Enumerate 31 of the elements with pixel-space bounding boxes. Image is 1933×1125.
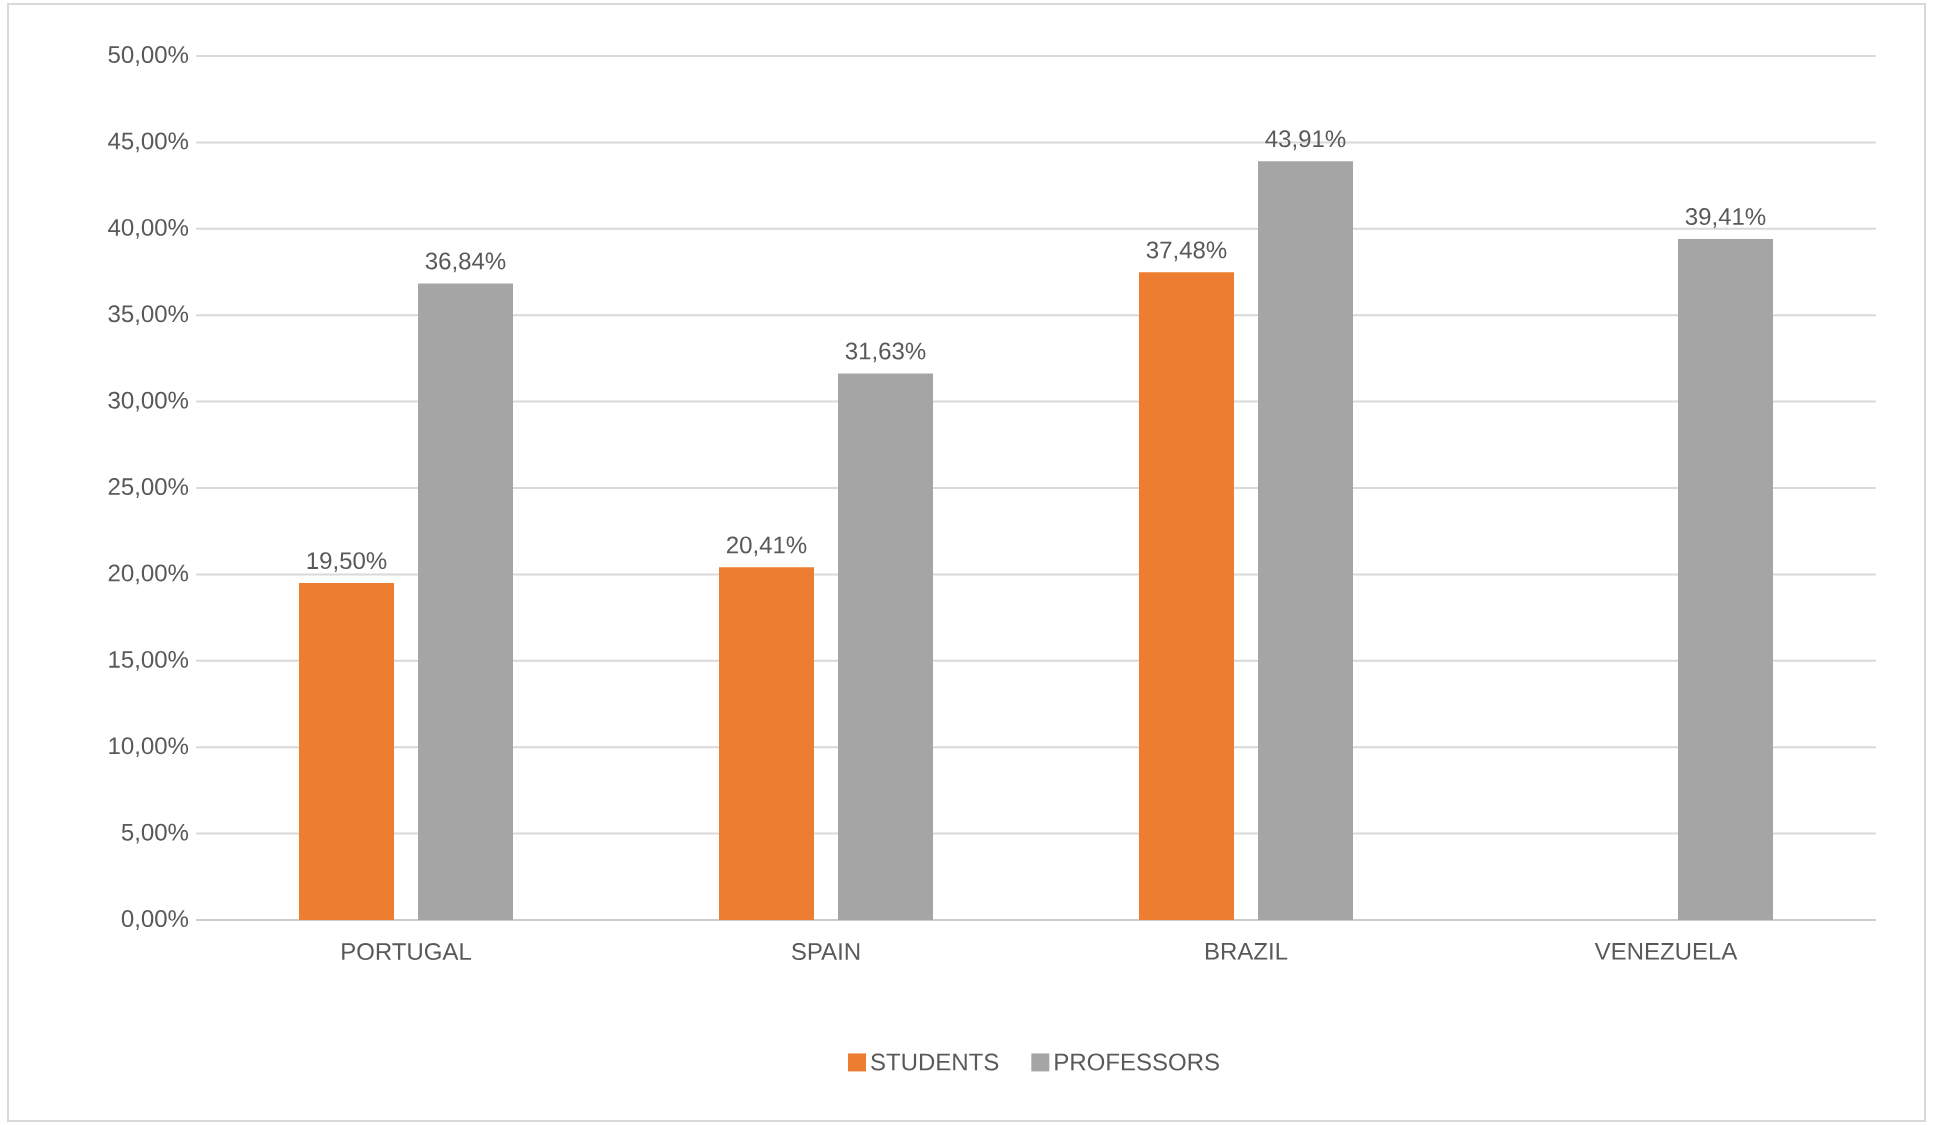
data-label: 20,41%: [727, 536, 807, 557]
bar: [418, 283, 513, 920]
data-label: 31,63%: [845, 342, 926, 363]
data-label: 37,48%: [1146, 241, 1227, 262]
x-tick-label: SPAIN: [791, 943, 860, 961]
y-tick-label: 40,00%: [108, 218, 189, 239]
legend-label: PROFESSORS: [1055, 1053, 1219, 1071]
x-tick-label: PORTUGAL: [342, 943, 471, 961]
y-tick-label: 5,00%: [121, 823, 189, 844]
y-tick-label: 10,00%: [109, 737, 189, 758]
bar: [1139, 272, 1235, 920]
y-tick-label: 45,00%: [108, 132, 189, 153]
data-label: 36,84%: [425, 252, 506, 273]
y-tick-label: 25,00%: [108, 478, 189, 498]
bar: [838, 373, 934, 920]
bar: [719, 567, 814, 920]
y-tick-label: 20,00%: [108, 564, 189, 585]
data-label: 19,50%: [307, 552, 387, 572]
y-tick-label: 30,00%: [108, 391, 189, 412]
bar: [1258, 161, 1354, 920]
bar: [299, 583, 394, 920]
y-tick-label: 15,00%: [109, 650, 189, 671]
data-label: 39,41%: [1685, 208, 1766, 228]
x-tick-label: BRAZIL: [1205, 943, 1288, 960]
bar: [1678, 238, 1774, 920]
data-label: 43,91%: [1265, 130, 1346, 151]
y-tick-label: 0,00%: [121, 910, 189, 930]
legend-label: STUDENTS: [871, 1053, 999, 1071]
y-tick-label: 35,00%: [108, 305, 189, 326]
y-tick-label: 50,00%: [108, 46, 189, 66]
x-tick-label: VENEZUELA: [1594, 943, 1738, 960]
